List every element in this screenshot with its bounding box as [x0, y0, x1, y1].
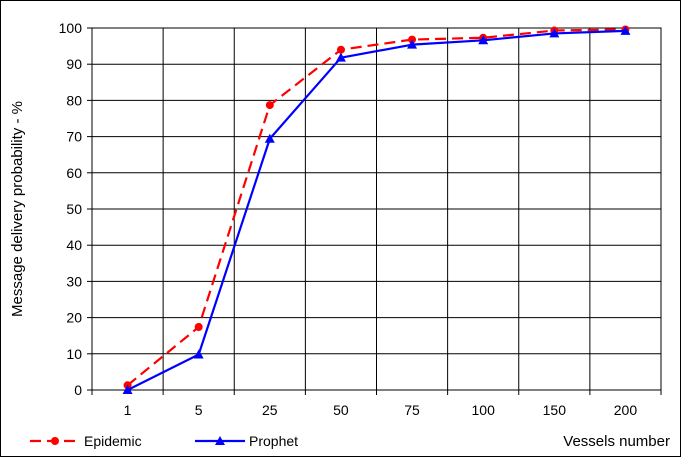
series-line-prophet	[127, 29, 626, 391]
data-point-marker	[620, 25, 631, 35]
series-line-epidemic	[126, 28, 626, 387]
y-axis-label: Message delivery probability - %	[9, 101, 26, 317]
legend-label: Epidemic	[84, 433, 142, 449]
y-tick-label: 90	[66, 56, 82, 72]
data-point-marker	[194, 323, 203, 332]
y-tick-label: 60	[66, 165, 82, 181]
y-tick-label: 80	[66, 92, 82, 108]
x-tick-label: 5	[195, 402, 203, 418]
y-tick-label: 70	[66, 129, 82, 145]
x-tick-label: 25	[262, 402, 278, 418]
data-point-marker	[122, 385, 133, 394]
legend-label: Prophet	[249, 433, 298, 449]
x-tick-label: 50	[333, 402, 349, 418]
x-tick-label: 150	[543, 402, 567, 418]
data-point-marker	[335, 52, 346, 62]
data-point-marker	[407, 39, 418, 49]
series-prophet	[122, 25, 631, 394]
y-tick-label: 0	[74, 382, 82, 398]
legend-item-prophet: Prophet	[195, 433, 298, 449]
y-tick-label: 50	[66, 201, 82, 217]
series	[122, 25, 631, 394]
x-tick-label: 1	[124, 402, 132, 418]
data-point-marker	[408, 35, 417, 44]
y-tick-label: 30	[66, 273, 82, 289]
y-tick-label: 40	[66, 237, 82, 253]
data-point-marker	[193, 349, 204, 359]
x-axis-label: Vessels number	[563, 433, 670, 450]
y-tick-label: 10	[66, 346, 82, 362]
axes: 0 10 20 30 40 50 60 70 80 90 100 1 5 25 50 75 100 150 200	[59, 20, 662, 418]
y-tick-label: 100	[59, 20, 83, 36]
data-point-marker	[478, 35, 489, 45]
data-point-marker	[264, 133, 275, 143]
legend: Epidemic Prophet	[30, 433, 298, 449]
x-tick-label: 200	[614, 402, 638, 418]
x-tick-label: 75	[404, 402, 420, 418]
data-point-marker	[265, 101, 274, 110]
data-point-marker	[215, 436, 225, 445]
y-tick-label: 20	[66, 310, 82, 326]
data-point-marker	[336, 45, 345, 54]
data-point-marker	[549, 28, 560, 38]
data-point-marker	[51, 437, 59, 445]
x-tick-label: 100	[472, 402, 496, 418]
legend-item-epidemic: Epidemic	[30, 433, 142, 449]
